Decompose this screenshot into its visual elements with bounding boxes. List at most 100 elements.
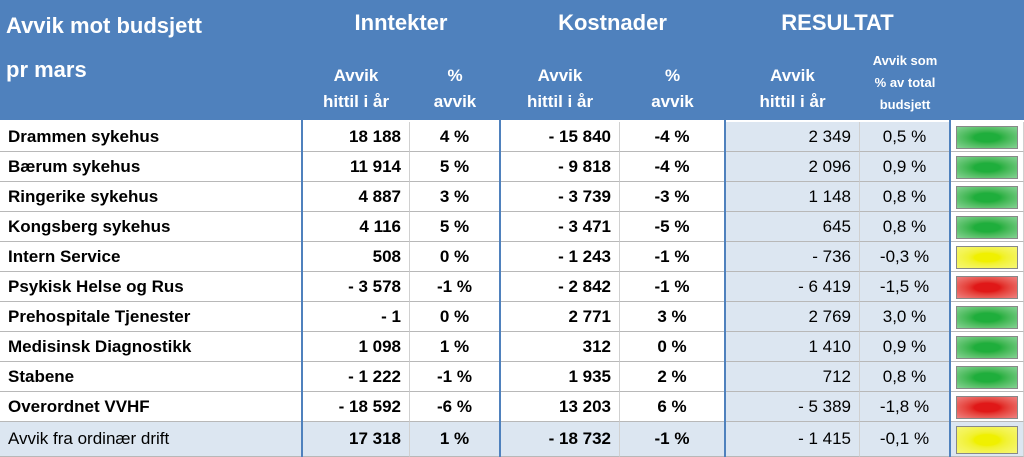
cell: 5 % xyxy=(410,212,500,242)
indicator xyxy=(956,306,1018,329)
cell: -1,8 % xyxy=(860,392,950,422)
cell: 2 349 xyxy=(725,122,860,152)
header-line: % xyxy=(447,66,463,85)
cell: Prehospitale Tjenester xyxy=(0,302,302,332)
cell: - 2 842 xyxy=(500,272,620,302)
cell: 4 887 xyxy=(302,182,410,212)
cell: Overordnet VVHF xyxy=(0,392,302,422)
subheader: Avvik som % av total budsjett xyxy=(860,48,950,118)
cell: - 5 389 xyxy=(725,392,860,422)
header-line: hittil i år xyxy=(526,92,594,111)
cell: - 6 419 xyxy=(725,272,860,302)
indicator xyxy=(956,276,1018,299)
cell: 1 098 xyxy=(302,332,410,362)
cell: 2 771 xyxy=(500,302,620,332)
cell: -0,3 % xyxy=(860,242,950,272)
group-header: Kostnader xyxy=(558,10,667,35)
cell: 1 410 xyxy=(725,332,860,362)
cell: 2 096 xyxy=(725,152,860,182)
cell: -1 % xyxy=(620,422,725,457)
cell: - 3 471 xyxy=(500,212,620,242)
cell: -3 % xyxy=(620,182,725,212)
cell: 0,8 % xyxy=(860,212,950,242)
cell: - 3 739 xyxy=(500,182,620,212)
header-line: Avvik xyxy=(537,66,583,85)
subheader: % avvik xyxy=(410,60,500,118)
cell: -6 % xyxy=(410,392,500,422)
cell: 712 xyxy=(725,362,860,392)
cell: -1,5 % xyxy=(860,272,950,302)
cell: - 1 243 xyxy=(500,242,620,272)
cell: 0,9 % xyxy=(860,332,950,362)
indicator xyxy=(956,246,1018,269)
cell: - 1 xyxy=(302,302,410,332)
cell: 1 148 xyxy=(725,182,860,212)
indicator xyxy=(956,156,1018,179)
cell: - 736 xyxy=(725,242,860,272)
cell: Kongsberg sykehus xyxy=(0,212,302,242)
cell: 11 914 xyxy=(302,152,410,182)
cell: 1 % xyxy=(410,332,500,362)
cell: 13 203 xyxy=(500,392,620,422)
cell: 0 % xyxy=(620,332,725,362)
group-divider xyxy=(949,0,951,457)
header-line: avvik xyxy=(651,92,694,111)
group-header: Inntekter xyxy=(354,10,448,35)
cell: 3,0 % xyxy=(860,302,950,332)
header-line: pr mars xyxy=(6,57,87,82)
cell: 645 xyxy=(725,212,860,242)
indicator xyxy=(956,396,1018,419)
group-divider xyxy=(724,0,726,457)
cell: - 1 415 xyxy=(725,422,860,457)
header-line: Avvik xyxy=(770,66,815,85)
header-line: hittil i år xyxy=(322,92,390,111)
cell: - 18 732 xyxy=(500,422,620,457)
cell: 5 % xyxy=(410,152,500,182)
cell: -1 % xyxy=(410,362,500,392)
cell: 4 116 xyxy=(302,212,410,242)
indicator xyxy=(956,336,1018,359)
cell: 1 935 xyxy=(500,362,620,392)
cell: 4 % xyxy=(410,122,500,152)
cell: -1 % xyxy=(620,242,725,272)
cell: Ringerike sykehus xyxy=(0,182,302,212)
cell: 0,9 % xyxy=(860,152,950,182)
header-line: % xyxy=(664,66,681,85)
header-line: avvik xyxy=(433,92,477,111)
indicator xyxy=(956,216,1018,239)
cell: 6 % xyxy=(620,392,725,422)
cell: 0 % xyxy=(410,242,500,272)
cell: 1 % xyxy=(410,422,500,457)
indicator xyxy=(956,366,1018,389)
subheader: Avvik hittil i år xyxy=(500,60,620,118)
cell: 2 % xyxy=(620,362,725,392)
cell: - 15 840 xyxy=(500,122,620,152)
cell: Stabene xyxy=(0,362,302,392)
subheader: % avvik xyxy=(620,60,725,118)
cell: Intern Service xyxy=(0,242,302,272)
header-line: budsjett xyxy=(879,97,931,112)
cell: - 9 818 xyxy=(500,152,620,182)
cell: 2 769 xyxy=(725,302,860,332)
cell: -4 % xyxy=(620,122,725,152)
title: Avvik mot budsjett pr mars xyxy=(6,4,296,104)
indicator xyxy=(956,426,1018,454)
header-line: Avvik som xyxy=(872,53,938,68)
indicator xyxy=(956,186,1018,209)
cell: -1 % xyxy=(620,272,725,302)
header-bg xyxy=(0,0,1024,120)
cell: 0,5 % xyxy=(860,122,950,152)
cell: 0,8 % xyxy=(860,182,950,212)
cell: 0,8 % xyxy=(860,362,950,392)
group-header: RESULTAT xyxy=(781,10,894,35)
subheader: Avvik hittil i år xyxy=(302,60,410,118)
header-line: Avvik xyxy=(333,66,379,85)
cell: Avvik fra ordinær drift xyxy=(0,422,302,457)
cell: Medisinsk Diagnostikk xyxy=(0,332,302,362)
header-line: hittil i år xyxy=(759,92,826,111)
cell: -1 % xyxy=(410,272,500,302)
subheader: Avvik hittil i år xyxy=(725,60,860,118)
header-line: Avvik mot budsjett xyxy=(6,13,202,38)
cell: -0,1 % xyxy=(860,422,950,457)
